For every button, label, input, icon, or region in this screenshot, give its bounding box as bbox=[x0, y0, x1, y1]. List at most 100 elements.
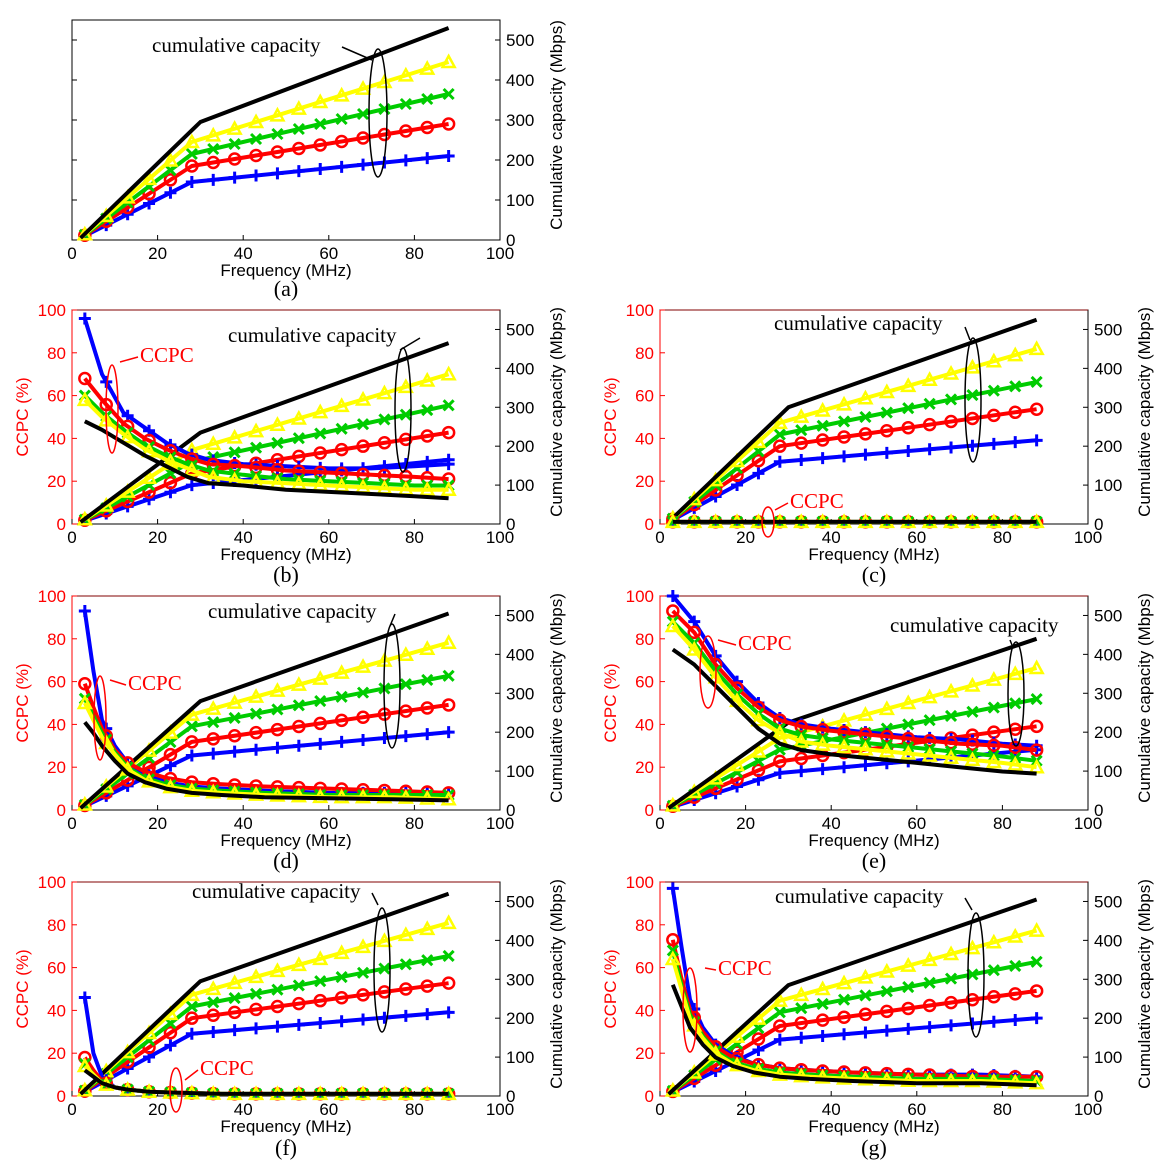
capacity-point-red bbox=[185, 159, 199, 173]
capacity-point-green bbox=[399, 678, 412, 691]
capacity-point-red bbox=[751, 1032, 766, 1046]
capacity-point-green bbox=[837, 993, 851, 1006]
ccpc-point-blue bbox=[442, 458, 455, 471]
capacity-point-yellow bbox=[376, 73, 393, 89]
x-axis-label: Frequency (MHz) bbox=[220, 261, 351, 280]
capacity-point-red bbox=[794, 1016, 808, 1030]
capacity-point-yellow bbox=[140, 469, 158, 485]
capacity-point-red bbox=[292, 719, 306, 734]
capacity-point-yellow bbox=[857, 706, 874, 721]
ccpc-point-blue bbox=[666, 590, 679, 602]
capacity-point-yellow bbox=[1028, 659, 1045, 675]
capacity-point-blue bbox=[421, 152, 434, 165]
capacity-point-yellow bbox=[878, 962, 895, 978]
y-tick-label: 0 bbox=[57, 515, 66, 534]
ccpc-point-green bbox=[1030, 515, 1043, 528]
y-tick-label: 40 bbox=[47, 715, 66, 734]
x-tick-label: 40 bbox=[822, 1100, 841, 1119]
ccpc-point-yellow bbox=[942, 749, 960, 765]
capacity-point-red bbox=[399, 432, 413, 447]
capacity-point-green bbox=[987, 964, 1000, 977]
capacity-point-yellow bbox=[985, 352, 1002, 368]
capacity-point-yellow bbox=[750, 1010, 767, 1025]
y-axis-label: CCPC (%) bbox=[13, 377, 32, 456]
capacity-point-red bbox=[206, 1008, 220, 1023]
capacity-point-green bbox=[249, 132, 263, 146]
capacity-point-blue bbox=[314, 737, 327, 750]
capacity-point-green bbox=[859, 410, 872, 424]
x-tick-label: 80 bbox=[993, 814, 1012, 833]
ccpc-annotation: CCPC bbox=[140, 343, 194, 367]
capacity-point-green bbox=[228, 711, 241, 724]
x-tick-label: 60 bbox=[319, 814, 338, 833]
capacity-point-green bbox=[249, 441, 263, 454]
capacity-point-yellow bbox=[333, 86, 350, 102]
capacity-point-green bbox=[923, 976, 936, 989]
capacity-point-red bbox=[751, 763, 766, 778]
capacity-point-red bbox=[441, 976, 456, 990]
x-tick-label: 80 bbox=[993, 528, 1012, 547]
capacity-point-red bbox=[249, 148, 263, 163]
capacity-point-yellow bbox=[354, 658, 372, 673]
ccpc-point-yellow bbox=[942, 1072, 960, 1088]
capacity-annotation-ellipse bbox=[368, 48, 388, 178]
ccpc-point-yellow bbox=[835, 738, 853, 754]
capacity-annotation: cumulative capacity bbox=[152, 33, 321, 57]
capacity-point-yellow bbox=[354, 390, 372, 406]
capacity-point-blue bbox=[357, 158, 370, 171]
capacity-point-green bbox=[249, 987, 263, 1000]
capacity-point-red bbox=[313, 993, 327, 1008]
y-tick-label: 80 bbox=[635, 916, 654, 935]
capacity-series-line-yellow bbox=[79, 60, 450, 240]
ccpc-point-red bbox=[666, 604, 680, 618]
x-tick-label: 40 bbox=[822, 814, 841, 833]
capacity-point-red bbox=[901, 420, 915, 435]
x-axis-label: Frequency (MHz) bbox=[220, 1117, 351, 1136]
capacity-point-blue bbox=[399, 154, 412, 167]
capacity-point-green bbox=[966, 389, 979, 402]
capacity-point-blue bbox=[185, 749, 198, 762]
y2-tick-label: 300 bbox=[506, 684, 534, 703]
capacity-point-green bbox=[816, 997, 829, 1010]
capacity-point-green bbox=[902, 980, 915, 994]
capacity-point-yellow bbox=[942, 945, 960, 961]
capacity-point-red bbox=[1029, 719, 1044, 734]
capacity-point-green bbox=[292, 432, 305, 445]
data-layer bbox=[664, 317, 1045, 529]
y2-tick-label: 200 bbox=[1094, 723, 1122, 742]
capacity-annotation-pointer bbox=[964, 326, 971, 341]
x-tick-label: 80 bbox=[405, 528, 424, 547]
capacity-point-blue bbox=[859, 759, 872, 772]
capacity-point-blue bbox=[121, 208, 134, 221]
capacity-point-blue bbox=[164, 186, 177, 199]
chart-panel-g: 0 20 40 60 80 1000100200300400500020406080100… bbox=[601, 873, 1154, 1160]
capacity-point-blue bbox=[731, 780, 744, 793]
ccpc-annotation-ellipse bbox=[682, 967, 698, 1053]
capacity-point-blue bbox=[945, 441, 958, 454]
ccpc-point-red bbox=[794, 719, 808, 734]
capacity-point-green bbox=[987, 384, 1000, 397]
ccpc-point-blue bbox=[78, 604, 91, 617]
ccpc-point-yellow bbox=[750, 1062, 767, 1078]
capacity-point-yellow bbox=[269, 962, 286, 978]
x-axis-label: Frequency (MHz) bbox=[808, 831, 939, 850]
y-tick-label: 40 bbox=[47, 1001, 66, 1020]
y-tick-label: 0 bbox=[57, 801, 66, 820]
y2-axis-label: Cumulative capacity (Mbps) bbox=[1135, 593, 1154, 803]
capacity-point-blue bbox=[250, 743, 263, 756]
ccpc-point-yellow bbox=[921, 1072, 938, 1088]
capacity-point-blue bbox=[987, 1015, 1000, 1028]
capacity-point-blue bbox=[378, 1011, 391, 1024]
capacity-point-green bbox=[859, 989, 872, 1002]
capacity-point-red bbox=[334, 991, 349, 1005]
capacity-point-yellow bbox=[247, 422, 265, 438]
capacity-point-yellow bbox=[205, 980, 222, 996]
capacity-point-yellow bbox=[771, 992, 788, 1007]
capacity-point-yellow bbox=[226, 120, 243, 135]
ccpc-point-yellow bbox=[226, 784, 243, 800]
ccpc-annotation: CCPC bbox=[718, 956, 772, 980]
capacity-point-green bbox=[966, 705, 979, 718]
capacity-point-green bbox=[902, 402, 915, 415]
capacity-annotation: cumulative capacity bbox=[208, 599, 377, 623]
ccpc-annotation-pointer bbox=[717, 639, 737, 646]
